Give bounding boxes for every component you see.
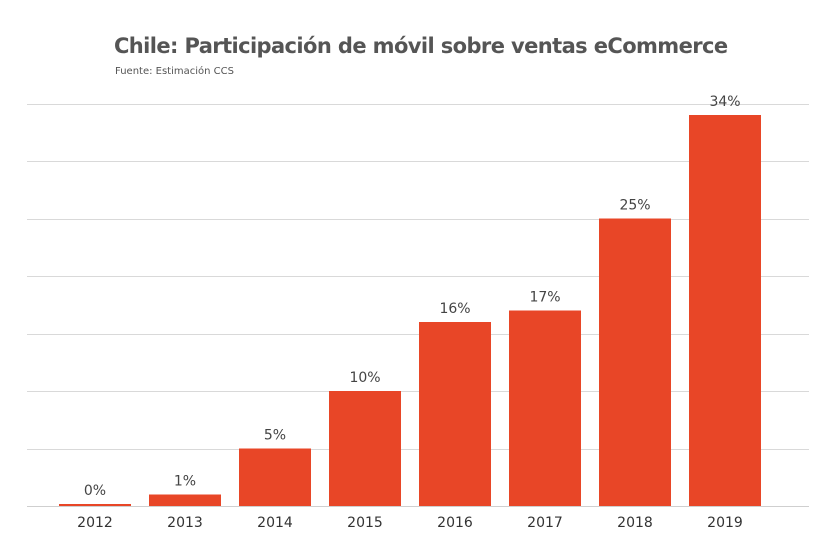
x-axis-tick-labels: 2012 2013 2014 2015 2016 2017 2018 2019 bbox=[77, 515, 743, 531]
gridlines bbox=[27, 104, 809, 507]
data-label-2017: 17% bbox=[529, 290, 560, 306]
x-tick-2015: 2015 bbox=[347, 515, 383, 531]
data-label-2019: 34% bbox=[709, 94, 740, 110]
bar-2019 bbox=[689, 115, 761, 506]
data-label-2018: 25% bbox=[619, 198, 650, 214]
x-tick-2019: 2019 bbox=[707, 515, 743, 531]
data-label-2016: 16% bbox=[439, 301, 470, 317]
data-label-2012: 0% bbox=[84, 483, 106, 499]
bar-2014 bbox=[239, 448, 311, 506]
x-tick-2018: 2018 bbox=[617, 515, 653, 531]
bar-2012 bbox=[59, 504, 131, 506]
x-tick-2013: 2013 bbox=[167, 515, 203, 531]
data-labels: 0% 1% 5% 10% 16% 17% 25% 34% bbox=[84, 94, 741, 499]
data-label-2013: 1% bbox=[174, 474, 196, 490]
x-tick-2014: 2014 bbox=[257, 515, 293, 531]
data-label-2015: 10% bbox=[349, 370, 380, 386]
chart-subtitle: Fuente: Estimación CCS bbox=[115, 66, 234, 77]
bar-2015 bbox=[329, 391, 401, 506]
bar-2016 bbox=[419, 322, 491, 506]
bar-2018 bbox=[599, 218, 671, 506]
x-tick-2017: 2017 bbox=[527, 515, 563, 531]
bar-2017 bbox=[509, 310, 581, 506]
bars bbox=[59, 115, 761, 506]
bar-2013 bbox=[149, 494, 221, 506]
x-tick-2016: 2016 bbox=[437, 515, 473, 531]
data-label-2014: 5% bbox=[264, 428, 286, 444]
chart-title: Chile: Participación de móvil sobre vent… bbox=[114, 34, 728, 58]
x-tick-2012: 2012 bbox=[77, 515, 113, 531]
